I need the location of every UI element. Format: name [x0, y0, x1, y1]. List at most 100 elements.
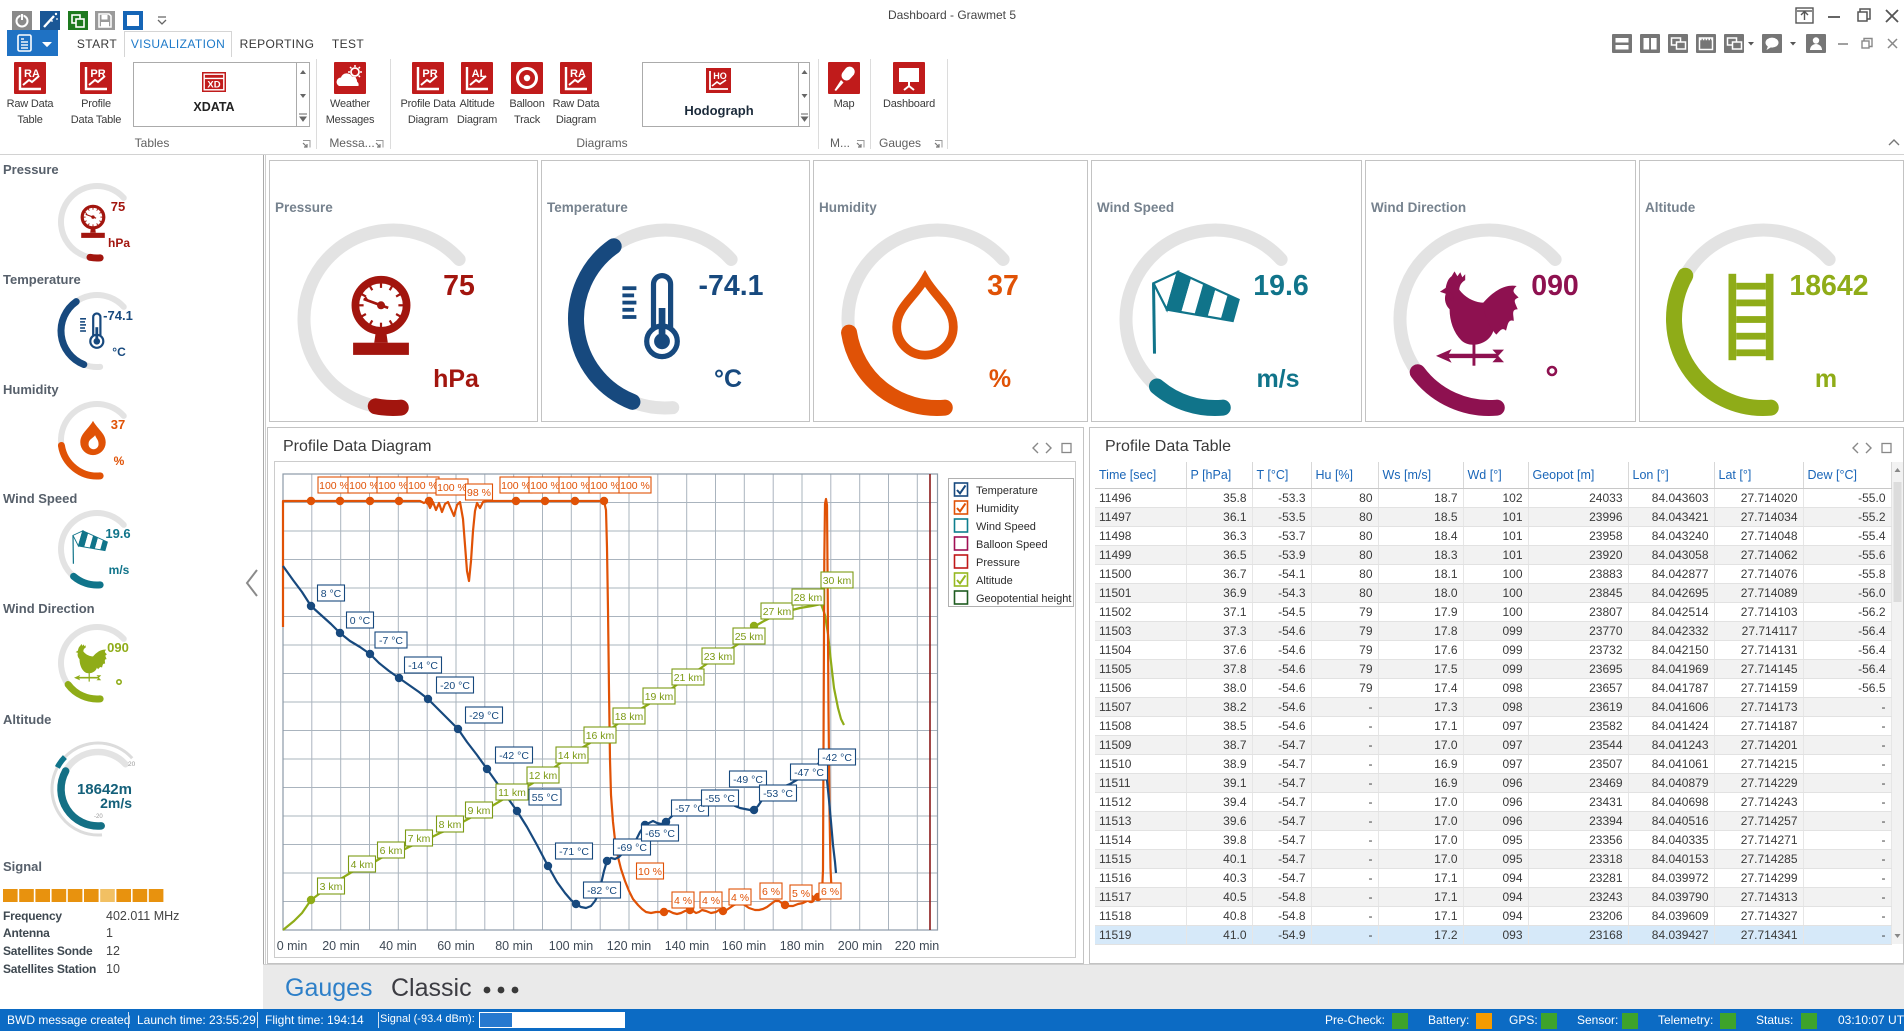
- svg-text:100 %: 100 %: [560, 480, 590, 492]
- svg-text:-49 °C: -49 °C: [733, 774, 763, 786]
- svg-text:18642m: 18642m: [77, 781, 132, 798]
- svg-text:180 min: 180 min: [780, 939, 825, 953]
- svg-text:-65 °C: -65 °C: [645, 828, 675, 840]
- svg-text:100 %: 100 %: [349, 480, 379, 492]
- svg-text:-42 °C: -42 °C: [822, 752, 852, 764]
- svg-text:-20: -20: [94, 814, 103, 820]
- svg-text:Geopotential height: Geopotential height: [976, 593, 1071, 605]
- svg-text:Altitude: Altitude: [976, 575, 1013, 587]
- svg-text:19.6: 19.6: [105, 526, 130, 541]
- svg-text:40 min: 40 min: [379, 939, 417, 953]
- svg-text:RA: RA: [24, 68, 40, 80]
- svg-text:75: 75: [443, 270, 475, 302]
- svg-text:Wind Speed: Wind Speed: [976, 521, 1036, 533]
- svg-text:°C: °C: [112, 345, 126, 359]
- svg-text:-14 °C: -14 °C: [408, 660, 438, 672]
- svg-text:10 %: 10 %: [638, 866, 662, 878]
- svg-text:60 min: 60 min: [437, 939, 475, 953]
- svg-text:0 °C: 0 °C: [350, 615, 371, 627]
- svg-text:5 %: 5 %: [792, 888, 810, 900]
- svg-text:4 km: 4 km: [351, 859, 374, 871]
- svg-text:100 %: 100 %: [408, 480, 438, 492]
- svg-text:80 min: 80 min: [495, 939, 533, 953]
- svg-text:21 km: 21 km: [674, 672, 703, 684]
- svg-text:19 km: 19 km: [645, 691, 674, 703]
- svg-text:-71 °C: -71 °C: [559, 846, 589, 858]
- svg-text:090: 090: [1531, 270, 1579, 302]
- svg-text:8 °C: 8 °C: [321, 588, 342, 600]
- svg-text:m: m: [1815, 365, 1837, 393]
- svg-text:Humidity: Humidity: [976, 503, 1019, 515]
- svg-text:8 km: 8 km: [439, 819, 462, 831]
- svg-text:-82 °C: -82 °C: [587, 885, 617, 897]
- svg-text:30 km: 30 km: [823, 575, 852, 587]
- svg-text:220 min: 220 min: [895, 939, 940, 953]
- svg-text:2m/s: 2m/s: [100, 795, 132, 811]
- svg-text:Temperature: Temperature: [976, 485, 1038, 497]
- svg-text:hPa: hPa: [433, 365, 480, 393]
- svg-text:-57 °C: -57 °C: [675, 803, 705, 815]
- svg-text:140 min: 140 min: [665, 939, 710, 953]
- svg-text:100 %: 100 %: [319, 480, 349, 492]
- svg-text:-20 °C: -20 °C: [440, 680, 470, 692]
- svg-text:75: 75: [111, 199, 125, 214]
- svg-text:hPa: hPa: [108, 236, 130, 250]
- svg-text:m/s: m/s: [109, 563, 130, 577]
- svg-text:0 min: 0 min: [277, 939, 308, 953]
- svg-text:4 %: 4 %: [674, 895, 692, 907]
- svg-text:RA: RA: [570, 68, 586, 80]
- svg-text:100 %: 100 %: [378, 480, 408, 492]
- svg-text:-74.1: -74.1: [103, 308, 133, 323]
- svg-text:PR: PR: [90, 68, 105, 80]
- svg-text:3 km: 3 km: [320, 881, 343, 893]
- svg-text:-53 °C: -53 °C: [763, 788, 793, 800]
- svg-text:27 km: 27 km: [763, 606, 792, 618]
- svg-text:120 min: 120 min: [607, 939, 652, 953]
- svg-text:-69 °C: -69 °C: [617, 842, 647, 854]
- svg-text:9 km: 9 km: [468, 805, 491, 817]
- svg-text:-55 °C: -55 °C: [705, 793, 735, 805]
- svg-text:100 %: 100 %: [590, 480, 620, 492]
- svg-text:7 km: 7 km: [408, 833, 431, 845]
- svg-text:090: 090: [107, 640, 129, 655]
- svg-text:55 °C: 55 °C: [532, 792, 559, 804]
- svg-text:11 km: 11 km: [498, 787, 526, 799]
- svg-text:98 %: 98 %: [467, 487, 491, 499]
- svg-text:6 %: 6 %: [762, 886, 780, 898]
- svg-text:100 %: 100 %: [437, 482, 467, 494]
- svg-text:-74.1: -74.1: [699, 270, 764, 302]
- svg-text:160 min: 160 min: [722, 939, 767, 953]
- svg-text:AL: AL: [472, 68, 487, 80]
- svg-text:4 %: 4 %: [731, 892, 749, 904]
- svg-text:%: %: [114, 454, 125, 468]
- svg-text:-42 °C: -42 °C: [499, 750, 529, 762]
- svg-text:28 km: 28 km: [794, 592, 823, 604]
- svg-text:100 %: 100 %: [501, 480, 531, 492]
- svg-text:%: %: [989, 365, 1011, 393]
- svg-text:100 %: 100 %: [530, 480, 560, 492]
- svg-text:37: 37: [987, 270, 1019, 302]
- svg-text:19.6: 19.6: [1253, 270, 1308, 302]
- svg-text:6 %: 6 %: [821, 886, 839, 898]
- svg-text:XD: XD: [207, 80, 220, 91]
- svg-text:16 km: 16 km: [586, 730, 615, 742]
- svg-text:HO: HO: [713, 71, 727, 81]
- svg-text:-29 °C: -29 °C: [469, 710, 499, 722]
- svg-text:14 km: 14 km: [558, 750, 587, 762]
- svg-text:25 km: 25 km: [735, 631, 764, 643]
- svg-text:4 %: 4 %: [702, 895, 720, 907]
- svg-text:23 km: 23 km: [704, 651, 733, 663]
- svg-text:6 km: 6 km: [380, 845, 403, 857]
- svg-text:-7 °C: -7 °C: [379, 635, 403, 647]
- svg-text:100 %: 100 %: [620, 480, 650, 492]
- svg-text:200 min: 200 min: [838, 939, 883, 953]
- svg-text:20: 20: [128, 761, 136, 768]
- svg-text:m/s: m/s: [1256, 365, 1299, 393]
- svg-text:Pressure: Pressure: [976, 557, 1020, 569]
- svg-text:PR: PR: [422, 68, 437, 80]
- svg-text:18642: 18642: [1789, 270, 1868, 302]
- svg-text:100 min: 100 min: [549, 939, 594, 953]
- svg-text:Balloon Speed: Balloon Speed: [976, 539, 1048, 551]
- svg-text:18 km: 18 km: [615, 711, 644, 723]
- svg-text:37: 37: [111, 417, 125, 432]
